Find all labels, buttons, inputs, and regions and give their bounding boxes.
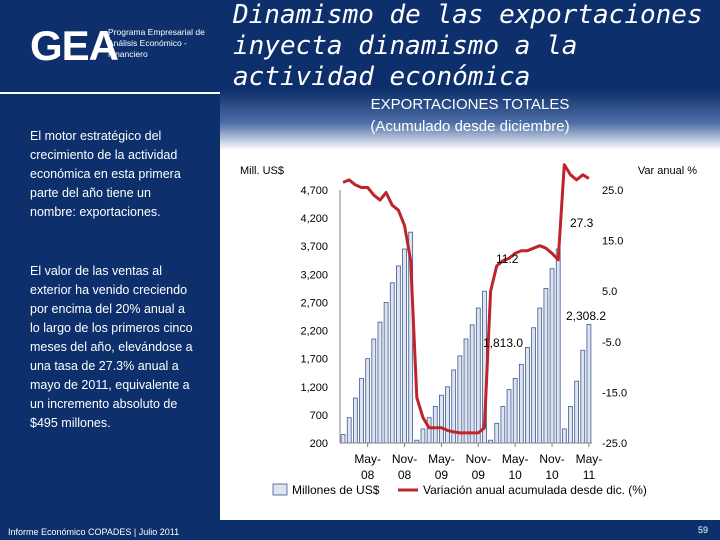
bar <box>518 363 524 444</box>
y-left-tick-label: 1,700 <box>300 354 328 366</box>
y-left-tick-label: 3,700 <box>300 241 328 253</box>
bar <box>469 324 475 444</box>
bar <box>531 327 536 444</box>
y-right-tick-label: -25.0 <box>602 438 627 450</box>
bar <box>537 307 543 444</box>
x-tick-label: 09 <box>435 468 449 482</box>
x-tick-label: 10 <box>508 468 522 482</box>
x-tick-label: May- <box>354 452 381 466</box>
x-tick-label: Nov- <box>466 452 491 466</box>
bar <box>371 338 377 444</box>
x-tick-label: May- <box>576 452 603 466</box>
x-tick-label: Nov- <box>539 452 564 466</box>
y-left-tick-label: 2,200 <box>300 326 328 338</box>
bar <box>365 358 371 444</box>
annotation-label: 11.2 <box>496 252 519 266</box>
page-number: 59 <box>698 525 709 535</box>
y-right-tick-label: 5.0 <box>602 286 617 298</box>
bar <box>506 389 512 444</box>
annotation-label: 2,308.2 <box>566 309 606 323</box>
x-tick-label: 08 <box>361 468 375 482</box>
bar <box>389 282 395 444</box>
legend-label-bars: Millones de US$ <box>292 483 380 497</box>
bar <box>525 347 530 444</box>
bar <box>475 307 481 444</box>
bar <box>383 302 389 444</box>
x-tick-label: 09 <box>472 468 486 482</box>
y-left-tick-label: 2,700 <box>300 297 328 309</box>
headline: Dinamismo de las exportaciones inyecta d… <box>233 0 703 92</box>
y-left-tick-label: 3,200 <box>300 269 328 281</box>
x-tick-label: 10 <box>545 468 559 482</box>
bar <box>377 321 383 444</box>
x-tick-label: Nov- <box>392 452 417 466</box>
bar <box>340 434 346 444</box>
bar <box>512 377 518 444</box>
bar <box>457 355 463 444</box>
bar <box>346 417 352 444</box>
chart-title: EXPORTACIONES TOTALES <box>370 96 570 113</box>
bar <box>432 406 438 444</box>
sidebar: GEA Programa Empresarial de Análisis Eco… <box>0 0 220 540</box>
bar <box>352 397 358 444</box>
x-tick-label: May- <box>502 452 529 466</box>
summary-paragraph-2: El valor de las ventas al exterior ha ve… <box>30 264 193 430</box>
header-band <box>220 0 720 94</box>
annotation-label: 27.3 <box>570 216 594 230</box>
bar <box>543 287 549 444</box>
x-tick-label: May- <box>428 452 455 466</box>
legend-label-line: Variación anual acumulada desde dic. (%) <box>423 483 647 497</box>
bar <box>494 422 500 444</box>
y-right-tick-label: -15.0 <box>602 387 627 399</box>
x-tick-label: 11 <box>583 468 596 482</box>
bar <box>561 428 567 444</box>
bar <box>580 349 586 444</box>
y-left-tick-label: 700 <box>310 410 328 422</box>
bar <box>500 406 506 444</box>
y-left-tick-label: 200 <box>310 438 328 450</box>
y-left-axis-title: Mill. US$ <box>240 165 284 177</box>
legend-swatch-bars <box>272 483 288 496</box>
title-band <box>220 90 720 150</box>
bottom-strip <box>220 520 720 540</box>
bar <box>426 417 432 444</box>
y-right-tick-label: -5.0 <box>602 337 621 349</box>
divider <box>0 92 220 94</box>
annotation-label: 1,813.0 <box>483 336 523 350</box>
bar <box>574 380 580 444</box>
logo-subtitle: Programa Empresarial de Análisis Económi… <box>108 27 205 59</box>
chart-title-block: EXPORTACIONES TOTALES (Acumulado desde d… <box>330 94 610 138</box>
x-tick-label: 08 <box>398 468 412 482</box>
y-left-tick-label: 1,200 <box>300 382 328 394</box>
bar <box>396 265 401 444</box>
y-left-tick-label: 4,200 <box>300 213 328 225</box>
bar <box>555 248 561 444</box>
bar <box>568 406 573 444</box>
y-right-axis-title: Var anual % <box>638 165 697 177</box>
summary-paragraph-1: El motor estratégico del crecimiento de … <box>30 129 181 219</box>
bar <box>549 268 555 444</box>
y-left-tick-label: 4,700 <box>300 185 328 197</box>
bar <box>420 428 426 444</box>
bar <box>463 338 469 444</box>
footer-text: Informe Económico COPADES | Julio 2011 <box>8 527 180 537</box>
y-right-tick-label: 25.0 <box>602 185 623 197</box>
chart-subtitle: (Acumulado desde diciembre) <box>370 118 570 135</box>
bar <box>359 377 364 444</box>
line-series <box>342 163 590 435</box>
gea-logo: GEA <box>30 22 119 69</box>
bar <box>402 248 407 444</box>
bar <box>445 386 450 444</box>
y-right-tick-label: 15.0 <box>602 236 623 248</box>
bar <box>586 324 592 444</box>
bar <box>439 394 444 444</box>
